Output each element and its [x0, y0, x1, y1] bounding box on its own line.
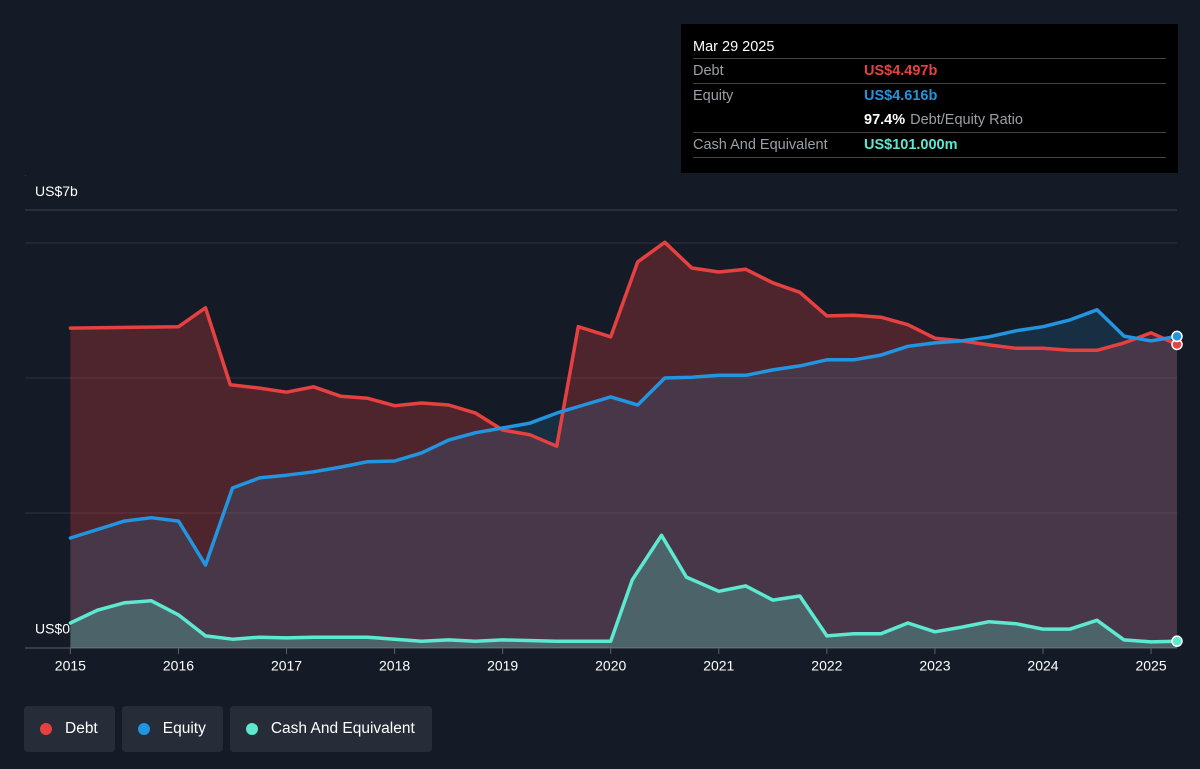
legend-label: Equity	[162, 720, 206, 737]
legend-swatch	[40, 723, 52, 735]
end-dot	[1171, 330, 1183, 343]
end-dot	[1171, 635, 1183, 647]
tooltip-label: Debt/Equity Ratio	[910, 112, 1023, 128]
x-tick-label: 2018	[379, 658, 410, 674]
tooltip-row: 97.4% Debt/Equity Ratio	[693, 108, 1166, 132]
legend-label: Debt	[65, 720, 98, 737]
x-tick-label: 2021	[703, 658, 734, 674]
legend-label: Cash And Equivalent	[270, 720, 415, 737]
tooltip-value: US$4.616b	[864, 88, 938, 104]
tooltip-label: Equity	[693, 88, 734, 104]
x-tick-label: 2017	[271, 658, 302, 674]
x-tick-label: 2016	[163, 658, 194, 674]
legend-item[interactable]: Equity	[121, 706, 223, 752]
y-tick-label: US$7b	[35, 183, 78, 199]
tooltip-value: US$4.497b	[864, 63, 938, 79]
tooltip-label: Cash And Equivalent	[693, 137, 828, 153]
series-line	[68, 240, 1179, 448]
chart: US$0 US$7b 2015 2016 2017 2018 2019 2020 2021 202…	[25, 175, 1183, 674]
tooltip-row: Debt US$4.497b	[693, 58, 1166, 83]
legend: Debt Equity Cash And Equivalent	[24, 706, 432, 752]
x-tick-label: 2025	[1135, 658, 1166, 674]
legend-swatch	[137, 723, 150, 735]
tooltip: Mar 29 2025 Debt US$4.497b Equity US$4.616…	[681, 24, 1178, 173]
tooltip-row: Equity US$4.616b	[693, 83, 1166, 108]
x-tick-label: 2019	[487, 658, 518, 674]
series-area	[70, 242, 1177, 649]
x-tick-label: 2023	[919, 658, 950, 674]
legend-item[interactable]: Cash And Equivalent	[229, 706, 432, 752]
x-tick-label: 2020	[595, 658, 626, 674]
series-line	[68, 308, 1179, 567]
series-area	[70, 535, 1177, 648]
tooltip-value: US$101.000m	[864, 137, 958, 153]
series-line	[68, 533, 1179, 644]
tooltip-date: Mar 29 2025	[693, 39, 775, 55]
tooltip-label: Debt	[693, 63, 724, 79]
y-tick-label: US$0	[35, 621, 70, 637]
legend-item[interactable]: Debt	[24, 706, 115, 752]
series-area	[70, 309, 1177, 648]
legend-swatch	[245, 723, 258, 735]
x-tick-label: 2015	[55, 658, 86, 674]
x-tick-label: 2024	[1027, 658, 1058, 674]
tooltip-value: 97.4%	[864, 112, 906, 128]
spacer	[693, 108, 864, 132]
x-tick-label: 2022	[811, 658, 842, 674]
tooltip-row: Cash And Equivalent US$101.000m	[693, 132, 1166, 158]
